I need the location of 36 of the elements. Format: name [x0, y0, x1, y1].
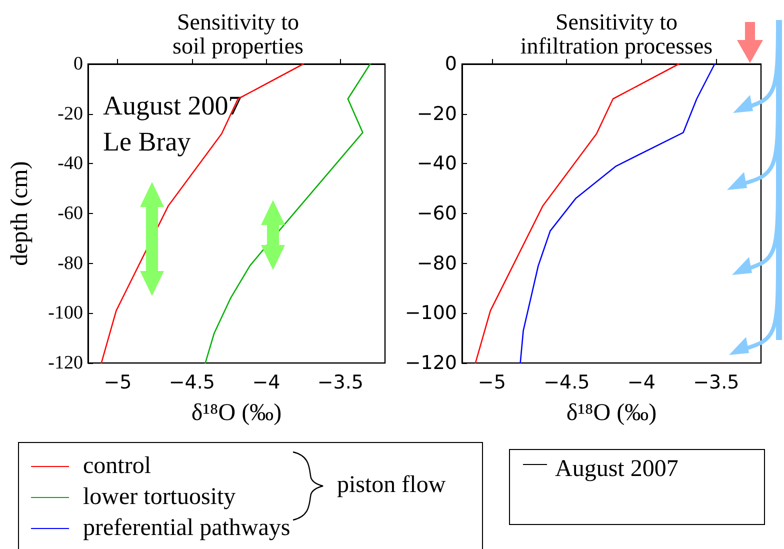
- line-series: [520, 63, 716, 364]
- y-tick-label: 0: [444, 53, 457, 75]
- y-tick-label: −100: [404, 302, 457, 324]
- y-tick-label: -120: [48, 352, 83, 374]
- x-tick-label: −3.5: [693, 372, 740, 394]
- y-tick-label: -80: [58, 252, 83, 274]
- y-tick-label: -60: [58, 203, 83, 224]
- annotation: Le Bray: [103, 126, 192, 156]
- y-tick-label: 0: [74, 54, 83, 74]
- legend-label: control: [83, 453, 151, 480]
- y-tick-label: −120: [404, 352, 457, 374]
- legend-label: lower tortuosity: [83, 484, 236, 511]
- x-tick-label: −4: [627, 372, 656, 394]
- legend-label: preferential pathways: [83, 515, 290, 542]
- x-axis-title: δ¹⁸O (‰): [566, 400, 657, 426]
- y-tick-label: −80: [416, 252, 457, 274]
- x-tick-label: −3.5: [317, 372, 364, 394]
- y-tick-label: −20: [416, 102, 457, 125]
- y-axis-title: depth (cm): [7, 161, 33, 266]
- text: piston flow: [337, 472, 446, 499]
- x-tick-label: −4.5: [168, 372, 216, 394]
- chart-title: Sensitivity to infiltration processes: [520, 10, 713, 58]
- chart-title: Sensitivity to soil properties: [172, 10, 304, 58]
- x-tick-label: −5: [478, 372, 506, 394]
- y-tick-label: -20: [58, 103, 83, 124]
- x-tick-label: −4.5: [544, 372, 590, 394]
- x-axis-title: δ¹⁸O (‰): [191, 400, 282, 426]
- y-tick-label: -40: [58, 153, 83, 174]
- x-tick-label: −4: [252, 372, 280, 394]
- text: August 2007: [555, 456, 678, 483]
- y-tick-label: −60: [416, 202, 457, 224]
- x-tick-label: −5: [104, 372, 132, 394]
- line-series: [100, 63, 304, 364]
- y-tick-label: −40: [416, 152, 457, 175]
- y-tick-label: -100: [48, 302, 83, 324]
- line-series: [474, 63, 680, 364]
